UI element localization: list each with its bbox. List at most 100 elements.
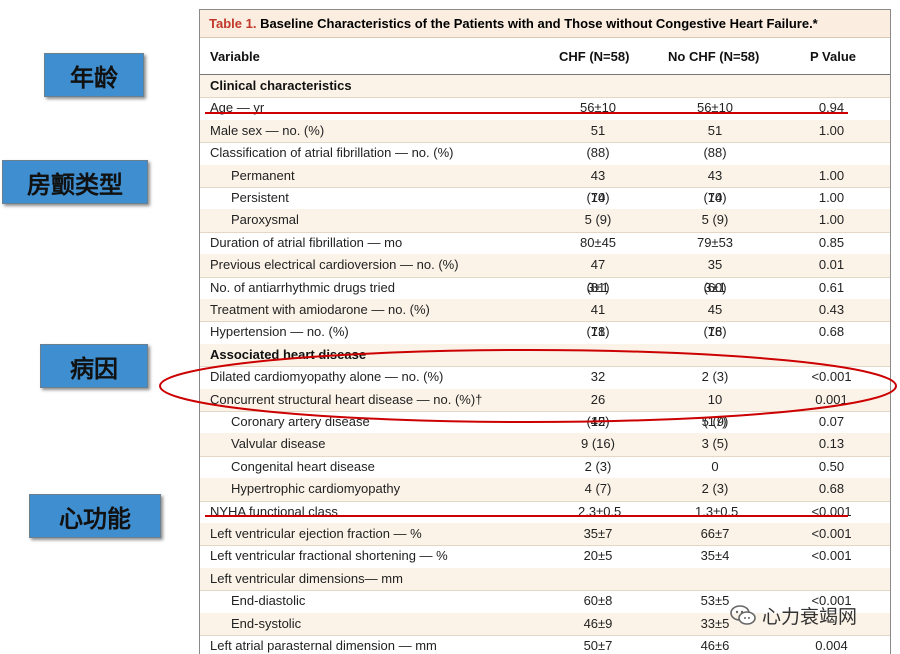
cell-chf: 46±9 [583,615,613,631]
cell-no-chf: 0 [711,458,719,474]
table-row: Left ventricular dimensions— mm [200,567,890,592]
cell-variable: Congenital heart disease [231,458,375,474]
cell-p-value: 0.68 [818,481,845,497]
cell-variable: Left atrial parasternal dimension — mm [210,638,437,653]
watermark: 心力衰竭网 [730,600,857,630]
table-row: Dilated cardiomyopathy alone — no. (%) 32… [200,366,890,407]
table-row: Hypertrophic cardiomyopathy 4 (7) 2 (3) 0.6… [200,478,890,502]
table-row: Previous electrical cardioversion — no. … [200,254,890,295]
cell-p-value: <0.001 [811,593,852,609]
cell-no-chf: 2 (3) [701,369,729,385]
cell-chf: 50±7 [583,638,613,653]
table-row: Hypertension — no. (%)18 (31)16 (28)0.68 [200,321,890,362]
cell-chf: 47 (81) [586,257,610,295]
cell-no-chf: 79±53 [696,234,734,250]
cell-chf: 3±1 [587,279,609,295]
table-row: Clinical characteristics [200,75,890,99]
cell-no-chf: 1.3±0.5 [695,503,739,519]
table-row: NYHA functional class 2.3±0.5 1.3±0.5 <0.00… [200,501,890,524]
cell-variable: End-diastolic [231,593,306,609]
cell-p-value: 0.61 [818,279,845,295]
cell-variable: Associated heart disease [210,346,367,362]
cell-variable: Hypertrophic cardiomyopathy [231,481,401,497]
cell-variable: Male sex — no. (%) [210,122,325,138]
cell-no-chf: 33±5 [700,615,730,631]
table-row: End-systolic 46±9 33±5 [200,612,890,636]
table-caption: Table 1. Baseline Characteristics of the… [200,10,890,38]
cell-p-value: 0.94 [818,100,845,116]
cell-p-value: 1.00 [818,212,845,228]
header-chf: CHF (N=58) [559,49,630,64]
cell-no-chf: 46±6 [700,638,730,653]
cell-p-value: 0.001 [815,391,848,407]
cell-no-chf: 3±1 [704,279,726,295]
table-row: Concurrent structural heart disease — no… [200,388,890,429]
cell-variable: Previous electrical cardioversion — no. … [210,257,459,273]
annotation-cardiac-function: 心功能 [29,494,161,538]
cell-no-chf: 53±5 [700,593,730,609]
cell-variable: Coronary artery disease [231,414,370,429]
cell-variable: No. of antiarrhythmic drugs tried [210,279,395,295]
cell-chf: 4 (7) [584,481,612,497]
cell-chf: 43 (74) [586,167,610,205]
cell-p-value: 0.13 [818,436,845,452]
cell-variable: Concurrent structural heart disease — no… [210,391,483,407]
cell-variable: Classification of atrial fibrillation — … [210,145,454,161]
cell-no-chf: 66±7 [700,526,730,541]
cell-no-chf: 56±10 [696,100,734,116]
cell-no-chf: 45 (78) [703,302,727,340]
table-row: Age — yr 56±10 56±10 0.94 [200,97,890,121]
annotation-age: 年龄 [44,53,144,97]
cell-variable: Dilated cardiomyopathy alone — no. (%) [210,369,444,385]
cell-chf: 2.3±0.5 [578,503,622,519]
cell-no-chf: 51 (88) [703,122,727,161]
cell-variable: Permanent [231,167,295,183]
table-title: Baseline Characteristics of the Patients… [256,16,818,31]
cell-variable: Age — yr [210,100,265,116]
table-row: Duration of atrial fibrillation — mo 80±4… [200,232,890,256]
cell-variable: Hypertension — no. (%) [210,324,349,340]
cell-chf: 41 (71) [586,302,610,340]
annotation-etiology: 病因 [40,344,148,388]
cell-variable: Left ventricular dimensions— mm [210,570,403,586]
cell-no-chf: 5 (9) [701,414,729,429]
cell-variable: Left ventricular ejection fraction — % [210,526,422,541]
cell-p-value: 0.43 [818,302,845,317]
cell-chf: 20±5 [583,548,613,564]
cell-no-chf: 35 (60) [703,257,727,295]
wechat-icon [730,605,756,625]
header-variable: Variable [210,49,260,64]
cell-p-value: 0.68 [818,324,845,340]
cell-no-chf: 35±4 [700,548,730,564]
cell-variable: NYHA functional class [210,503,338,519]
cell-variable: Duration of atrial fibrillation — mo [210,234,403,250]
cell-chf: 60±8 [583,593,613,609]
cell-p-value: 0.004 [815,638,848,653]
cell-variable: Persistent [231,190,289,205]
cell-p-value: 0.85 [818,234,845,250]
cell-variable: End-systolic [231,615,302,631]
table-row: Congenital heart disease 2 (3) 0 0.50 [200,456,890,480]
cell-p-value: 0.01 [818,257,845,273]
table-row: Paroxysmal 5 (9) 5 (9) 1.00 [200,209,890,233]
cell-no-chf: 2 (3) [701,481,729,497]
cell-p-value: 1.00 [818,190,845,205]
cell-variable: Clinical characteristics [210,78,352,93]
cell-p-value: <0.001 [811,526,852,541]
cell-chf: 51 (88) [586,122,610,161]
cell-chf: 35±7 [583,526,613,541]
cell-chf: 2 (3) [584,458,612,474]
table-row: Treatment with amiodarone — no. (%) 41 (7… [200,299,890,339]
table-row: Male sex — no. (%) 51 (88) 51 (88) 1.00 [200,119,890,160]
cell-p-value: 0.50 [818,458,845,474]
table-row: Left atrial parasternal dimension — mm 50… [200,635,890,654]
table-row: Associated heart disease [200,343,890,368]
cell-chf: 56±10 [579,100,617,116]
annotation-af-type: 房颤类型 [2,160,148,204]
table-row: Left ventricular ejection fraction — % 35… [200,523,890,547]
table-header: Variable CHF (N=58) No CHF (N=58) P Valu… [200,40,890,75]
cell-p-value: <0.001 [811,503,852,519]
cell-chf: 9 (16) [581,436,615,452]
header-p-value: P Value [810,49,857,64]
